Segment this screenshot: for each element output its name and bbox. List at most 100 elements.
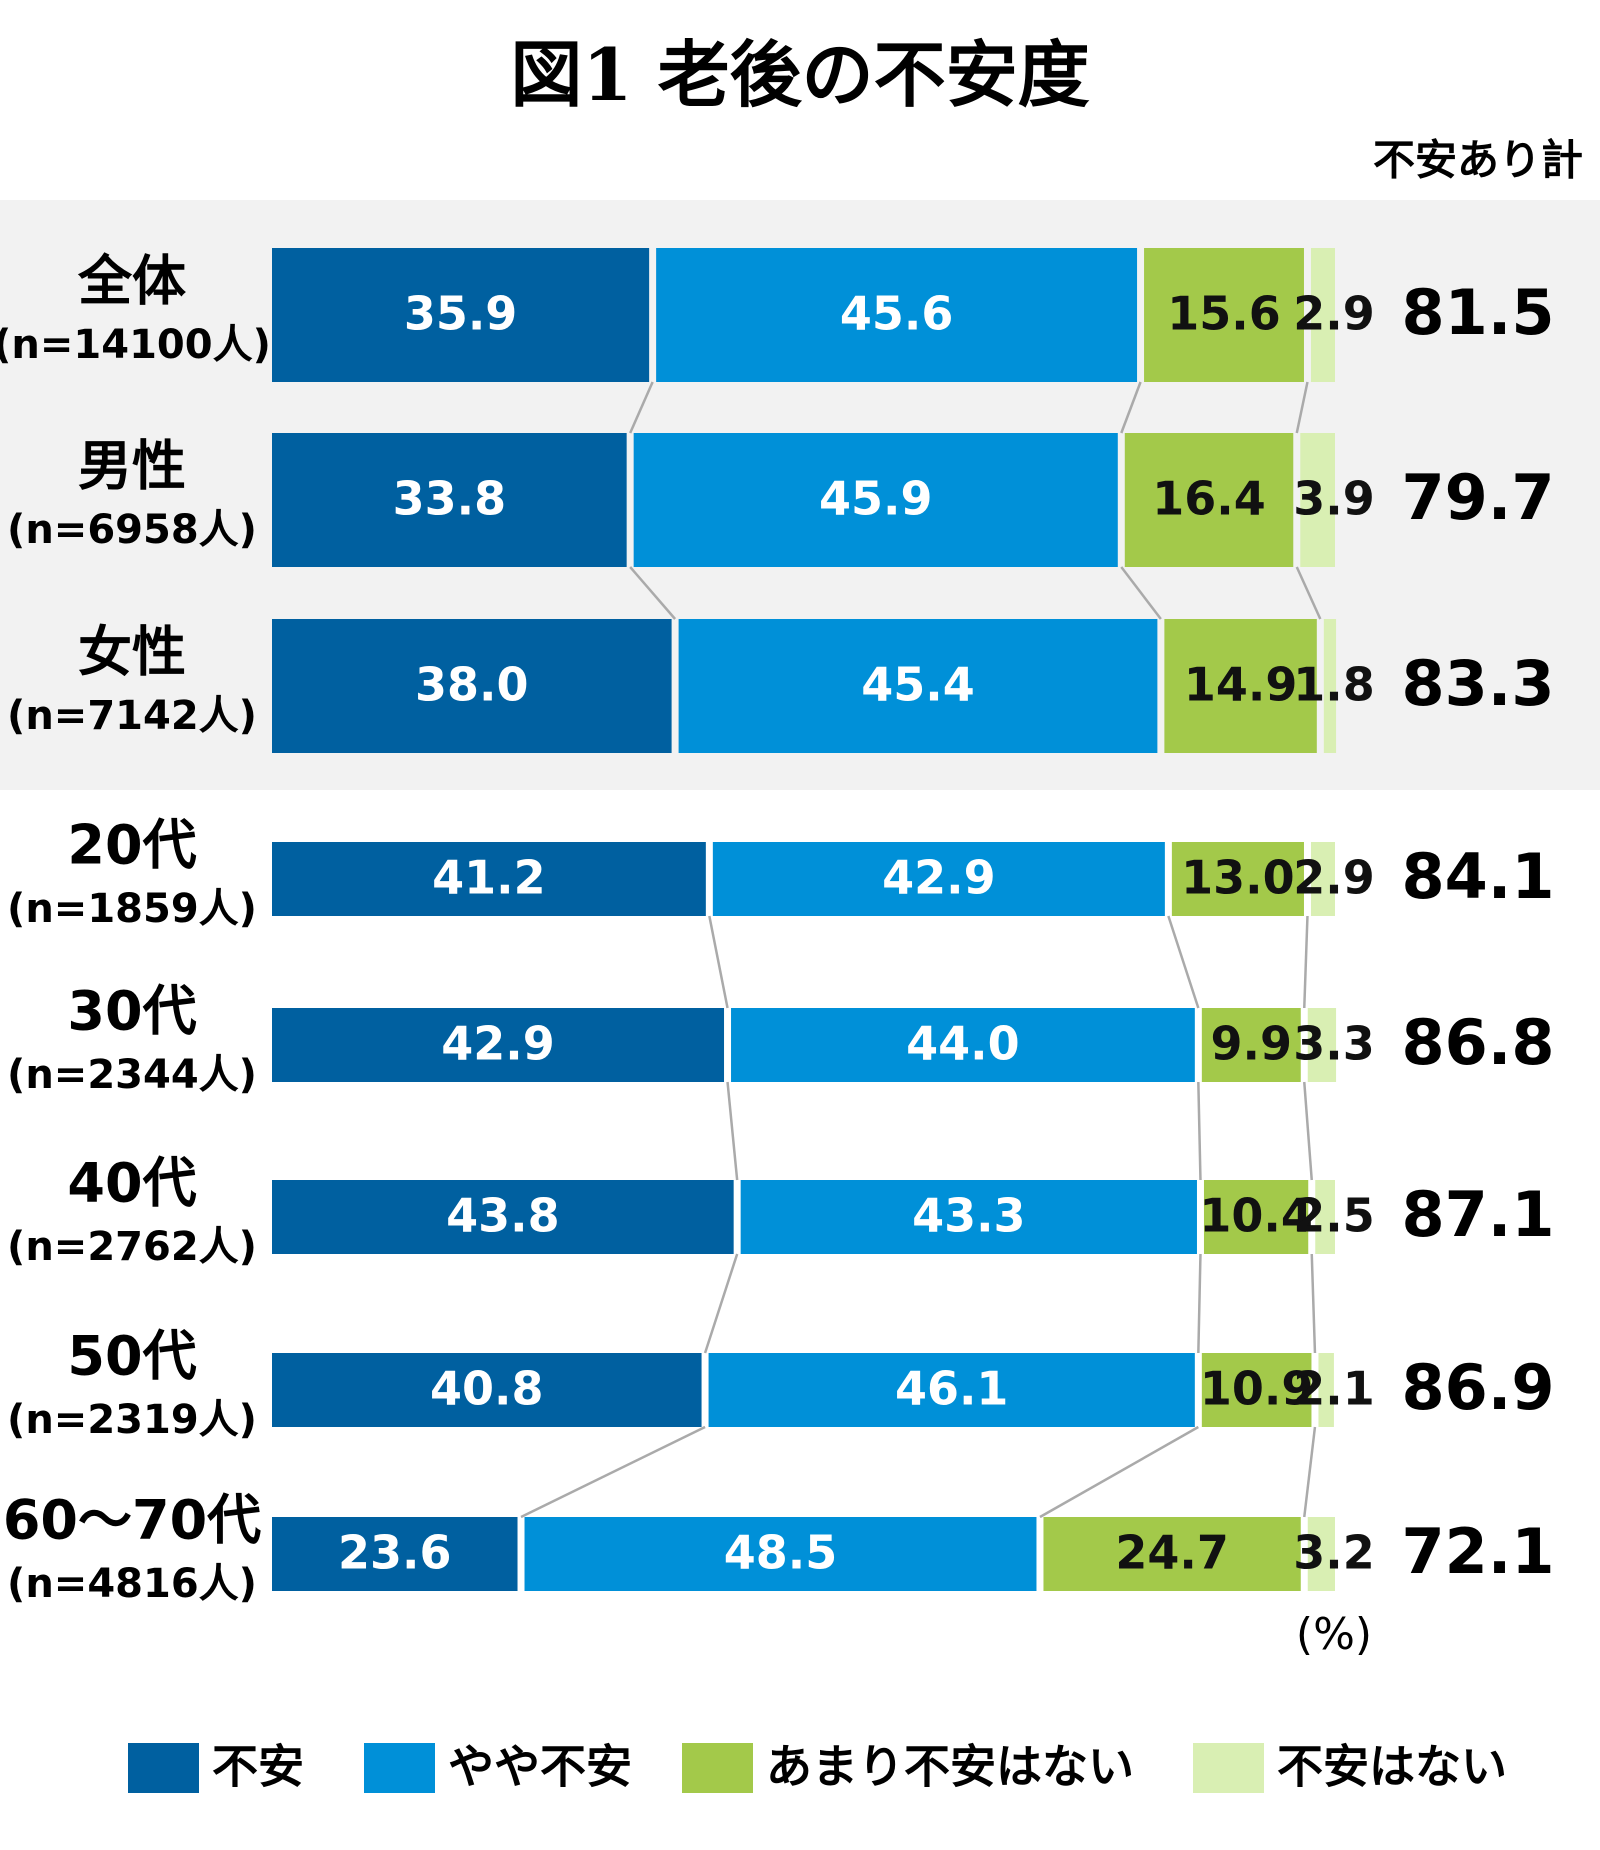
connector <box>1295 566 1322 620</box>
bar-segment <box>272 1008 725 1082</box>
legend-label: あまり不安はない <box>766 1740 1134 1794</box>
legend-label: やや不安 <box>448 1740 632 1794</box>
bar-segment <box>272 842 706 916</box>
category-label: 50代 <box>67 1325 196 1388</box>
data-label: 2.9 <box>1293 287 1375 341</box>
total-label: 87.1 <box>1402 1178 1555 1251</box>
connector <box>703 1253 739 1354</box>
category-label: 男性 <box>78 435 186 498</box>
connector <box>1120 566 1162 620</box>
bar-segment <box>272 1180 734 1254</box>
data-label: 40.8 <box>430 1362 544 1416</box>
connector <box>1303 1081 1313 1181</box>
data-label: 35.9 <box>404 287 518 341</box>
total-label: 84.1 <box>1402 840 1555 913</box>
data-label: 13.0 <box>1181 851 1295 905</box>
connector <box>1197 1081 1202 1181</box>
bar-segment <box>1318 1353 1334 1427</box>
total-label: 86.8 <box>1402 1006 1555 1079</box>
data-label: 2.1 <box>1293 1362 1375 1416</box>
connector <box>1295 381 1309 434</box>
connector <box>1039 1425 1199 1519</box>
bar-segment <box>708 1353 1195 1427</box>
data-label: 43.3 <box>912 1189 1026 1243</box>
data-label: 45.9 <box>819 472 933 526</box>
data-label: 9.9 <box>1211 1017 1293 1071</box>
data-label: 42.9 <box>441 1017 555 1071</box>
category-note: (n=1859人) <box>7 886 257 932</box>
data-label: 38.0 <box>415 658 529 712</box>
total-label: 86.9 <box>1402 1351 1555 1424</box>
bar-segment <box>731 1008 1195 1082</box>
data-label: 43.8 <box>446 1189 560 1243</box>
totals-header: 不安あり計 <box>1373 136 1583 185</box>
bar-segment <box>1310 842 1335 916</box>
category-note: (n=6958人) <box>7 507 257 553</box>
data-label: 1.8 <box>1293 658 1375 712</box>
legend-swatch <box>1193 1743 1264 1793</box>
total-label: 79.7 <box>1402 461 1555 534</box>
connector <box>708 915 729 1009</box>
bar-segment <box>1043 1517 1301 1591</box>
bar-segment <box>1307 1008 1337 1082</box>
bar-segment <box>1171 842 1304 916</box>
bar-segment <box>1307 1517 1335 1591</box>
bar-segment <box>1300 433 1335 567</box>
bar-segment <box>1201 1353 1312 1427</box>
bar-segment <box>1203 1180 1309 1254</box>
data-label: 48.5 <box>724 1526 838 1580</box>
category-note: (n=14100人) <box>0 322 271 368</box>
data-label: 3.9 <box>1293 472 1375 526</box>
data-label: 33.8 <box>393 472 507 526</box>
bar-segment <box>1315 1180 1335 1254</box>
bar-segment <box>656 248 1138 382</box>
category-label: 40代 <box>67 1152 196 1215</box>
data-label: 14.9 <box>1184 658 1298 712</box>
bar-segment <box>272 1353 702 1427</box>
category-note: (n=2344人) <box>7 1052 257 1098</box>
category-note: (n=2762人) <box>7 1224 257 1270</box>
bar-segment <box>272 248 650 382</box>
connector <box>1197 1253 1202 1354</box>
data-label: 46.1 <box>895 1362 1009 1416</box>
connector <box>1303 1426 1317 1518</box>
category-label: 60〜70代 <box>3 1489 261 1552</box>
bar-segment <box>712 842 1165 916</box>
data-label: 10.4 <box>1199 1189 1313 1243</box>
chart-title: 図1 老後の不安度 <box>510 32 1089 117</box>
bar-segment <box>272 1517 518 1591</box>
data-label: 15.6 <box>1167 287 1281 341</box>
total-label: 81.5 <box>1402 276 1555 349</box>
data-label: 10.9 <box>1200 1362 1314 1416</box>
bar-segment <box>678 619 1158 753</box>
category-label: 全体 <box>77 250 186 313</box>
data-label: 3.2 <box>1293 1526 1375 1580</box>
category-label: 20代 <box>67 814 196 877</box>
connector <box>629 566 677 620</box>
data-label: 24.7 <box>1115 1526 1229 1580</box>
category-note: (n=7142人) <box>7 693 257 739</box>
bar-segment <box>272 433 627 567</box>
connector <box>1167 915 1200 1009</box>
data-label: 3.3 <box>1293 1017 1375 1071</box>
bar-segment <box>633 433 1118 567</box>
legend-swatch <box>128 1743 199 1793</box>
connector <box>726 1081 739 1181</box>
connector <box>1120 381 1142 434</box>
legend-swatch <box>682 1743 753 1793</box>
connector <box>1303 915 1309 1009</box>
total-label: 72.1 <box>1402 1515 1555 1588</box>
bar-segment <box>1124 433 1294 567</box>
legend-swatch <box>364 1743 435 1793</box>
data-label: 23.6 <box>338 1526 452 1580</box>
bar-segment <box>1310 248 1335 382</box>
data-label: 2.5 <box>1293 1189 1375 1243</box>
bar-segment <box>1164 619 1317 753</box>
data-label: 45.4 <box>861 658 975 712</box>
category-label: 女性 <box>78 621 186 684</box>
data-label: 45.6 <box>840 287 954 341</box>
category-label: 30代 <box>67 980 196 1043</box>
data-label: 42.9 <box>882 851 996 905</box>
bar-segment <box>272 619 672 753</box>
